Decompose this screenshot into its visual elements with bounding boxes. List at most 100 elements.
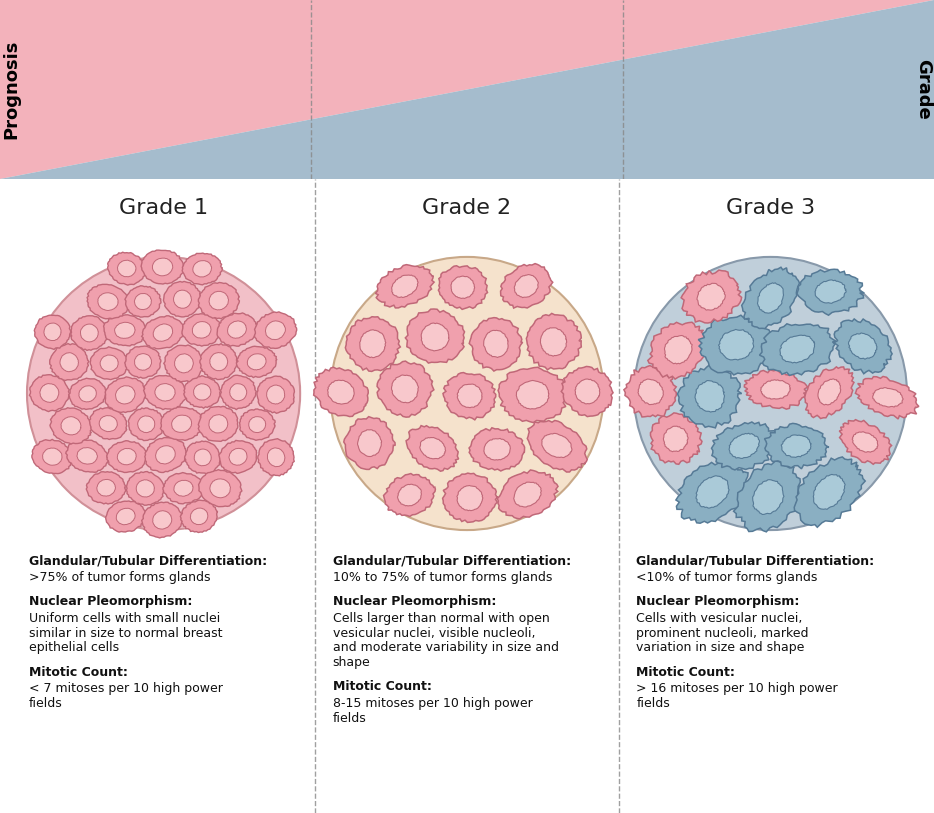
Polygon shape [443,372,496,420]
Polygon shape [314,367,368,416]
Polygon shape [209,415,228,433]
Polygon shape [258,439,294,476]
Polygon shape [391,375,418,402]
Text: < 7 mitoses per 10 high power: < 7 mitoses per 10 high power [29,682,223,695]
Polygon shape [267,448,285,467]
Polygon shape [77,448,97,464]
Polygon shape [834,319,892,374]
Polygon shape [69,378,106,410]
Polygon shape [527,313,581,370]
Polygon shape [194,449,211,466]
Circle shape [331,257,603,530]
Polygon shape [180,500,218,533]
Polygon shape [497,470,558,519]
Polygon shape [116,385,135,404]
Polygon shape [125,346,161,378]
Polygon shape [172,415,191,433]
Polygon shape [677,364,742,428]
Text: >75% of tumor forms glands: >75% of tumor forms glands [29,571,210,584]
Polygon shape [697,283,725,310]
Polygon shape [98,293,118,311]
Polygon shape [97,480,116,496]
Polygon shape [141,250,184,284]
Polygon shape [528,420,587,472]
Polygon shape [152,259,173,276]
Polygon shape [134,354,151,370]
Polygon shape [405,309,464,363]
Polygon shape [116,508,135,524]
Polygon shape [65,439,108,472]
Polygon shape [29,375,69,411]
Polygon shape [753,480,784,515]
Polygon shape [638,379,663,405]
Text: Cells with vesicular nuclei,: Cells with vesicular nuclei, [636,612,803,625]
Text: Prognosis: Prognosis [2,40,21,139]
Polygon shape [236,346,277,377]
Polygon shape [421,323,449,351]
Polygon shape [0,0,934,179]
Polygon shape [174,480,193,496]
Polygon shape [328,380,354,404]
Polygon shape [99,415,118,432]
Polygon shape [163,345,204,382]
Polygon shape [757,283,784,313]
Polygon shape [43,448,62,465]
Text: Mitotic Count:: Mitotic Count: [636,666,735,679]
Polygon shape [230,384,247,401]
Polygon shape [346,317,401,372]
Polygon shape [695,380,725,412]
Polygon shape [185,441,220,474]
Polygon shape [0,0,934,179]
Text: <10% of tumor forms glands: <10% of tumor forms glands [636,571,818,584]
Polygon shape [210,479,231,498]
Polygon shape [0,0,934,179]
Polygon shape [818,379,841,405]
Polygon shape [780,335,814,363]
Text: prominent nucleoli, marked: prominent nucleoli, marked [636,627,809,640]
Polygon shape [193,384,211,400]
Polygon shape [650,413,702,464]
Polygon shape [458,384,482,407]
Polygon shape [161,407,203,441]
Polygon shape [266,385,285,404]
Polygon shape [729,433,759,459]
Polygon shape [191,508,208,524]
Text: Glandular/Tubular Differentiation:: Glandular/Tubular Differentiation: [333,554,571,567]
Polygon shape [344,416,395,469]
Polygon shape [210,353,228,371]
Polygon shape [759,324,836,376]
Polygon shape [32,439,73,474]
Polygon shape [443,473,498,523]
Text: Grade 1: Grade 1 [119,198,208,219]
Polygon shape [696,476,729,508]
Polygon shape [128,408,164,441]
Text: epithelial cells: epithelial cells [29,641,119,654]
Text: Nuclear Pleomorphism:: Nuclear Pleomorphism: [333,595,496,608]
Polygon shape [91,347,129,380]
Polygon shape [814,475,845,509]
Polygon shape [815,280,846,303]
Polygon shape [106,501,146,532]
Polygon shape [156,446,176,464]
Polygon shape [501,263,553,308]
Polygon shape [498,367,566,423]
Polygon shape [797,269,864,315]
Polygon shape [174,290,191,308]
Circle shape [27,257,300,530]
Polygon shape [391,275,418,298]
Polygon shape [848,333,877,359]
Polygon shape [86,472,126,504]
Polygon shape [126,472,164,505]
Polygon shape [765,424,828,469]
Circle shape [634,257,907,530]
Text: Nuclear Pleomorphism:: Nuclear Pleomorphism: [29,595,192,608]
Polygon shape [71,315,108,350]
Polygon shape [255,312,297,349]
Polygon shape [257,376,294,413]
Polygon shape [248,354,266,370]
Polygon shape [184,376,220,408]
Polygon shape [142,315,184,349]
Polygon shape [60,353,78,372]
Polygon shape [125,285,161,317]
Text: Nuclear Pleomorphism:: Nuclear Pleomorphism: [636,595,800,608]
